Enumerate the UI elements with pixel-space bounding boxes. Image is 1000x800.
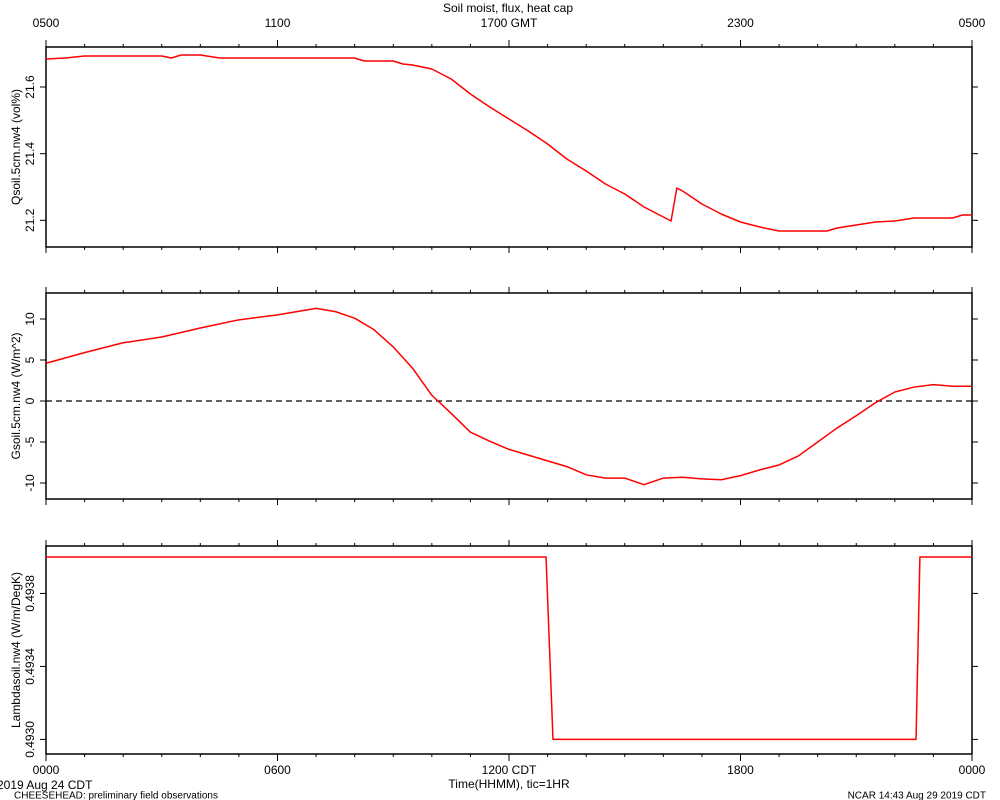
y-tick-label: 10	[23, 312, 37, 326]
annotation: CHEESEHEAD: preliminary field observatio…	[14, 791, 218, 800]
x2-tick-label: 1100	[265, 16, 291, 30]
y-tick-label: -5	[23, 436, 37, 447]
y-tick-label: 0	[23, 397, 37, 404]
x2-tick-label: 2300	[727, 16, 754, 30]
x2-tick-label: 0500	[959, 16, 986, 30]
y-tick-label: 0.4930	[23, 721, 37, 758]
x-tick-label: 0000	[33, 763, 60, 777]
x-tick-label: 0600	[264, 763, 291, 777]
plot-frame	[45, 545, 973, 755]
plot-frame	[45, 292, 973, 500]
data-line	[46, 556, 972, 741]
y-tick-label: 0.4934	[23, 648, 37, 685]
y-axis-label: Qsoil.5cm.nw4 (vol%)	[9, 89, 23, 205]
y-axis-label: Lambdasoil.nw4 (W/m/DegK)	[9, 572, 23, 728]
chart-title: Soil moist, flux, heat cap	[443, 1, 573, 15]
x2-tick-label: 0500	[33, 16, 60, 30]
x-tick-label: 1200 CDT	[482, 763, 537, 777]
y-axis-label: Gsoil.5cm.nw4 (W/m^2)	[9, 333, 23, 460]
data-line	[45, 307, 972, 486]
annotation: NCAR 14:43 Aug 29 2019 CDT	[848, 791, 986, 800]
y-tick-label: 0.4938	[23, 575, 37, 612]
y-tick-label: 21.6	[23, 75, 37, 99]
x-tick-label: 1800	[727, 763, 754, 777]
y-tick-label: 5	[23, 356, 37, 363]
y-tick-label: 21.4	[23, 142, 37, 166]
y-tick-label: -10	[23, 474, 37, 492]
plot-frame	[45, 46, 973, 248]
x-axis-label: Time(HHMM), tic=1HR	[448, 777, 570, 791]
x2-tick-label: 1700 GMT	[481, 16, 538, 30]
annotation: 2019 Aug 24 CDT	[0, 778, 93, 792]
data-line	[45, 54, 972, 232]
x-tick-label: 0000	[959, 763, 986, 777]
y-tick-label: 21.2	[23, 208, 37, 232]
